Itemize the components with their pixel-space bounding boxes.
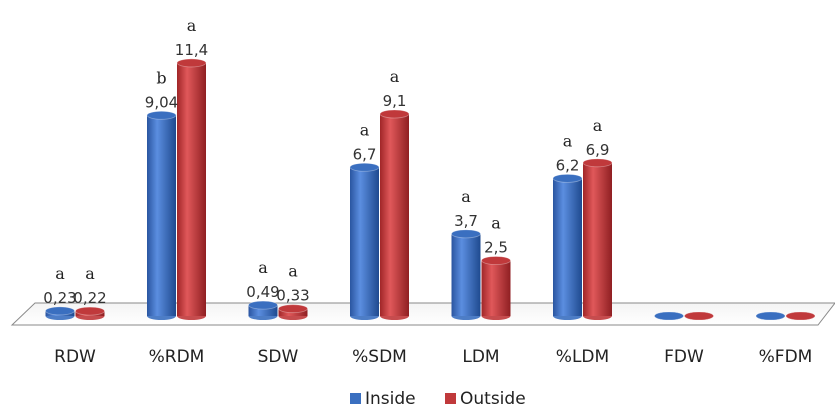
significance-letter-outside-5: a: [593, 116, 603, 135]
value-label-outside-3: 9,1: [383, 92, 407, 110]
significance-letter-inside-2: a: [258, 258, 268, 277]
value-label-outside-0: 0,22: [73, 289, 106, 307]
significance-letter-outside-0: a: [85, 264, 95, 283]
significance-letter-inside-1: b: [156, 68, 166, 87]
category-label-0: RDW: [54, 347, 96, 367]
value-label-outside-5: 6,9: [586, 141, 610, 159]
value-label-outside-2: 0,33: [276, 287, 309, 305]
category-label-5: %LDM: [556, 347, 609, 367]
bar-inside-1: [146, 110, 177, 320]
category-label-2: SDW: [258, 347, 299, 367]
category-label-4: LDM: [462, 347, 499, 367]
bar-inside-5: [552, 173, 583, 320]
value-label-inside-3: 6,7: [353, 145, 377, 163]
legend-swatch-outside: [445, 393, 456, 404]
significance-letter-outside-2: a: [288, 262, 298, 281]
category-label-1: %RDM: [149, 347, 205, 367]
value-label-inside-5: 6,2: [556, 156, 580, 174]
legend-swatch-inside: [350, 393, 361, 404]
bar-outside-5: [582, 158, 613, 320]
bar-outside-4: [481, 256, 511, 320]
value-label-outside-1: 11,4: [175, 41, 208, 59]
significance-letter-inside-0: a: [55, 264, 65, 283]
category-label-6: FDW: [664, 347, 704, 367]
value-label-outside-4: 2,5: [484, 239, 508, 257]
bar-inside-3: [349, 162, 380, 320]
significance-letter-outside-4: a: [491, 214, 501, 233]
bar-outside-1: [176, 58, 207, 320]
legend-label-inside: Inside: [365, 389, 416, 409]
value-label-inside-1: 9,04: [145, 93, 178, 111]
labels-layer: 0,23 a 0,22 a 9,04 b 11,4 a 0,49 a 0,33 a 6,7 a 9,1 a 3,…: [43, 16, 609, 307]
bar-inside-6: [654, 311, 684, 321]
bar-outside-0: [75, 306, 105, 320]
bar-outside-3: [379, 109, 410, 320]
significance-letter-inside-4: a: [461, 187, 471, 206]
bar-outside-7: [785, 311, 816, 321]
category-label-7: %FDM: [759, 347, 813, 367]
value-label-inside-0: 0,23: [43, 289, 76, 307]
category-labels: RDW %RDM SDW %SDM LDM %LDM FDW %FDM: [54, 347, 812, 367]
bar-inside-7: [755, 311, 786, 321]
bar-inside-4: [451, 229, 481, 320]
value-label-inside-2: 0,49: [246, 283, 279, 301]
value-label-inside-4: 3,7: [454, 212, 478, 230]
bar-inside-0: [45, 306, 75, 320]
significance-letter-inside-5: a: [563, 131, 573, 150]
bar-inside-2: [248, 300, 278, 320]
legend-label-outside: Outside: [460, 389, 526, 409]
bar-outside-2: [278, 304, 308, 320]
significance-letter-outside-1: a: [187, 16, 197, 35]
bar-outside-6: [684, 311, 714, 321]
category-label-3: %SDM: [352, 347, 407, 367]
legend: Inside Outside: [350, 389, 526, 409]
significance-letter-outside-3: a: [390, 67, 400, 86]
significance-letter-inside-3: a: [360, 120, 370, 139]
bars-layer: [45, 58, 816, 321]
